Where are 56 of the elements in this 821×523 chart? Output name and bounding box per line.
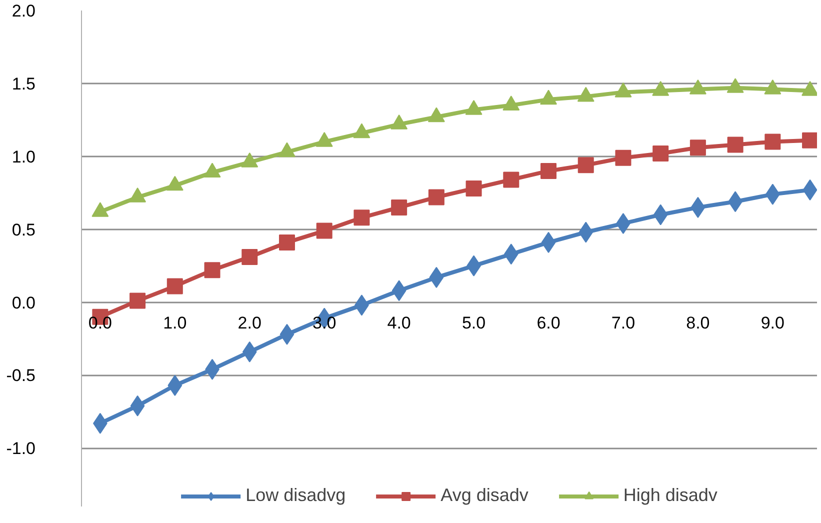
- y-tick-label: -1.0: [6, 439, 36, 458]
- x-tick-label: 6.0: [536, 313, 560, 332]
- point: [727, 136, 744, 153]
- x-tick-label: 8.0: [686, 313, 710, 332]
- point: [390, 114, 408, 130]
- point: [726, 78, 744, 93]
- legend-label: Low disadvg: [246, 485, 346, 506]
- point: [502, 96, 520, 110]
- point: [428, 107, 445, 122]
- point: [242, 249, 258, 266]
- point: [802, 132, 817, 148]
- point: [503, 172, 520, 188]
- y-tick-label: 0.5: [12, 220, 36, 240]
- point: [354, 210, 370, 226]
- point: [278, 234, 295, 250]
- point: [204, 162, 221, 178]
- x-tick-label: 2.0: [238, 313, 262, 332]
- point: [166, 176, 184, 191]
- point: [614, 82, 632, 98]
- legend-label: Avg disadv: [440, 485, 528, 506]
- point: [764, 80, 782, 94]
- point: [466, 180, 482, 196]
- x-tick-label: 3.0: [312, 313, 336, 332]
- point: [353, 123, 370, 138]
- y-tick-label: -0.5: [6, 366, 36, 386]
- point: [278, 142, 296, 158]
- point: [391, 199, 408, 216]
- point: [540, 162, 557, 179]
- y-tick-label: 1.0: [12, 147, 36, 166]
- point: [652, 81, 670, 96]
- y-tick-label: 1.5: [12, 74, 36, 94]
- point: [316, 222, 332, 239]
- x-tick-label: 7.0: [611, 313, 636, 332]
- point: [689, 80, 706, 94]
- x-tick-label: 5.0: [462, 313, 486, 332]
- x-tick-label: 4.0: [387, 313, 411, 332]
- x-tick-label: 9.0: [760, 313, 784, 332]
- point: [166, 278, 183, 294]
- y-tick-label: 0.0: [12, 293, 36, 312]
- point: [615, 150, 632, 166]
- x-tick-label: 1.0: [163, 313, 187, 332]
- point: [690, 140, 706, 156]
- point: [577, 86, 594, 102]
- point: [578, 157, 594, 174]
- point: [316, 132, 333, 147]
- x-tick-label: 0.0: [88, 313, 112, 332]
- legend-label: High disadv: [623, 485, 718, 506]
- point: [540, 90, 558, 105]
- point: [241, 152, 258, 168]
- point: [465, 100, 482, 115]
- point: [764, 134, 781, 150]
- point: [204, 262, 220, 278]
- point: [428, 189, 444, 206]
- point: [130, 292, 146, 309]
- y-tick-label: 2.0: [12, 2, 36, 20]
- point: [652, 145, 669, 162]
